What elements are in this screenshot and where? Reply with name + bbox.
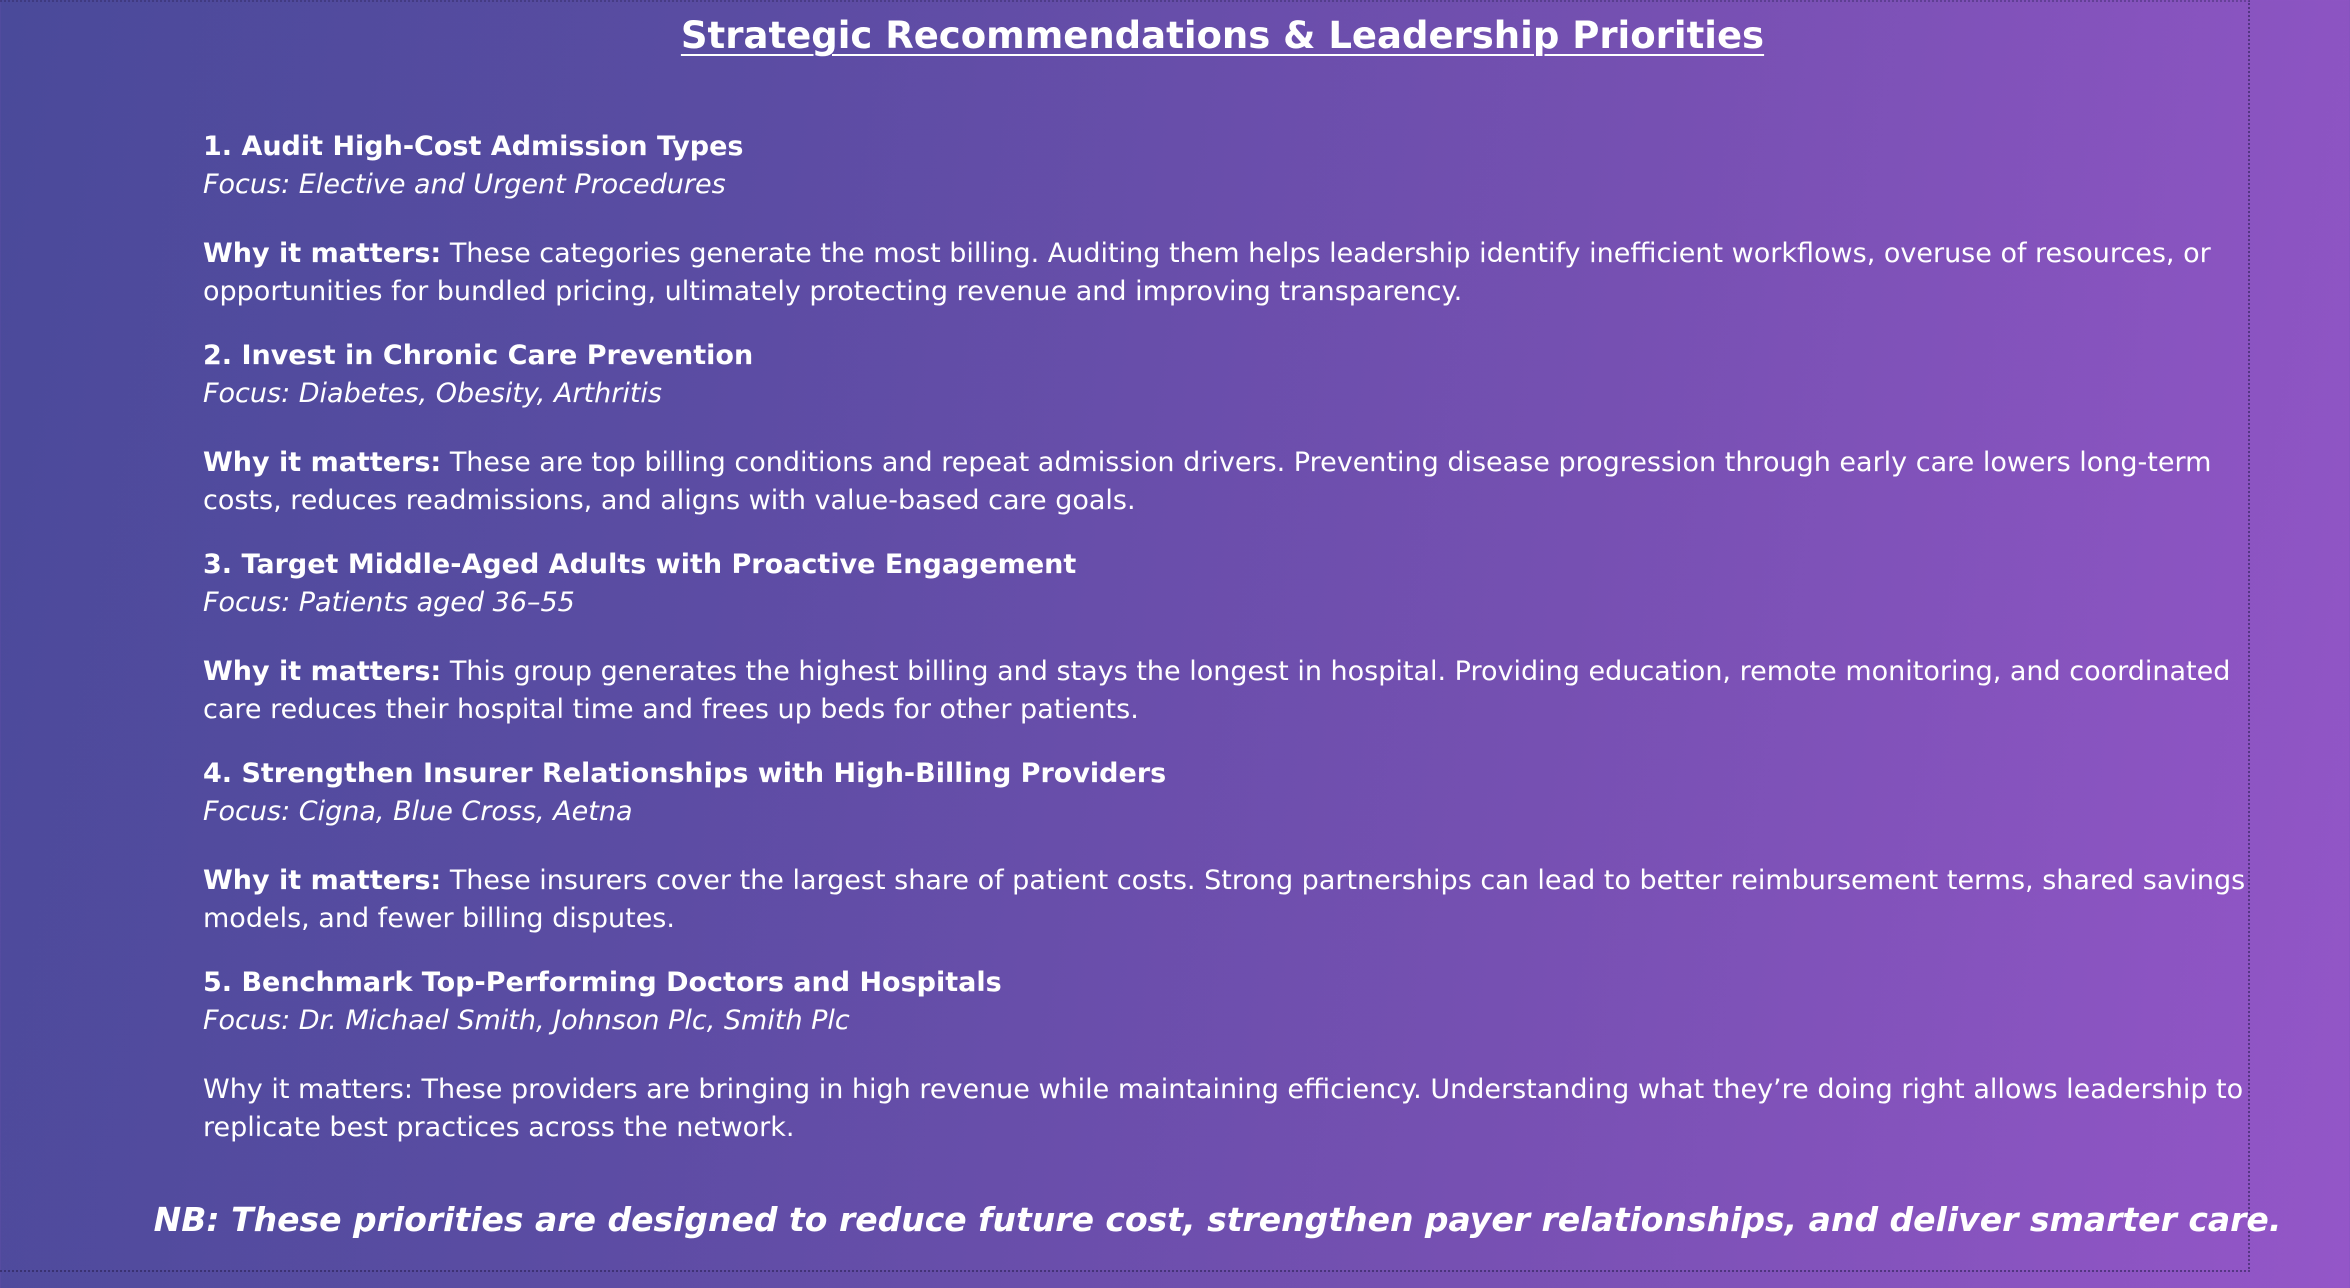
slide-frame [0,0,2250,1272]
recommendation-why: Why it matters: These insurers cover the… [203,862,2248,938]
recommendation-heading: 2. Invest in Chronic Care Prevention [203,340,754,371]
recommendation-why: Why it matters: These are top billing co… [203,444,2248,520]
why-label: Why it matters: [203,238,442,269]
recommendation-why: Why it matters: This group generates the… [203,653,2248,729]
recommendation-why: Why it matters: These providers are brin… [203,1071,2248,1147]
footer-note: NB: These priorities are designed to red… [153,1200,2282,1239]
recommendation-heading: 1. Audit High-Cost Admission Types [203,131,744,162]
why-text: These categories generate the most billi… [203,238,2211,307]
recommendation-2: 2. Invest in Chronic Care Prevention Foc… [203,337,2248,520]
recommendation-3: 3. Target Middle-Aged Adults with Proact… [203,546,2248,729]
why-text: Why it matters: These providers are brin… [203,1074,2244,1143]
recommendation-4: 4. Strengthen Insurer Relationships with… [203,755,2248,938]
why-text: These insurers cover the largest share o… [203,865,2246,934]
recommendation-focus: Focus: Elective and Urgent Procedures [203,169,726,200]
recommendation-5: 5. Benchmark Top-Performing Doctors and … [203,964,2248,1147]
recommendation-focus: Focus: Diabetes, Obesity, Arthritis [203,378,662,409]
why-text: This group generates the highest billing… [203,656,2231,725]
page-title: Strategic Recommendations & Leadership P… [680,14,1765,57]
recommendation-heading: 4. Strengthen Insurer Relationships with… [203,758,1167,789]
recommendation-why: Why it matters: These categories generat… [203,235,2248,311]
why-label: Why it matters: [203,656,442,687]
recommendation-focus: Focus: Dr. Michael Smith, Johnson Plc, S… [203,1005,850,1036]
why-label: Why it matters: [203,865,442,896]
recommendation-heading: 5. Benchmark Top-Performing Doctors and … [203,967,1002,998]
recommendation-1: 1. Audit High-Cost Admission Types Focus… [203,128,2248,311]
why-text: These are top billing conditions and rep… [203,447,2212,516]
why-label: Why it matters: [203,447,442,478]
recommendation-focus: Focus: Cigna, Blue Cross, Aetna [203,796,633,827]
recommendation-heading: 3. Target Middle-Aged Adults with Proact… [203,549,1077,580]
recommendation-focus: Focus: Patients aged 36–55 [203,587,575,618]
recommendations-list: 1. Audit High-Cost Admission Types Focus… [203,128,2248,1173]
